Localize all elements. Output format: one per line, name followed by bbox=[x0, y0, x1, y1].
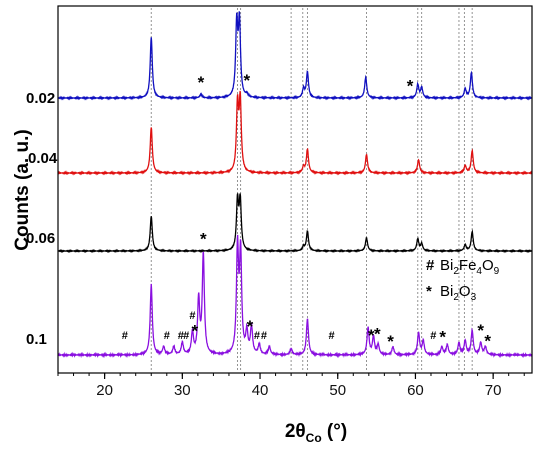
x-axis-label-subscript: Co bbox=[306, 431, 322, 445]
axes: 20 30 40 50 60 70 bbox=[57, 5, 533, 399]
x-axis-label-unit: (°) bbox=[322, 421, 348, 442]
impurity-marker-2-7: * bbox=[477, 321, 484, 340]
impurity-marker-1-0: # bbox=[122, 330, 128, 342]
series-label-0-06: 0.06 bbox=[26, 230, 55, 247]
impurity-marker-0-2: * bbox=[407, 77, 414, 96]
x-tick-label-30: 30 bbox=[174, 382, 191, 399]
legend-label-0: Bi2Fe4O9 bbox=[440, 257, 500, 277]
legend-label-part: 9 bbox=[494, 266, 500, 277]
x-tick-label-20: 20 bbox=[96, 382, 113, 399]
legend-label-part: O bbox=[482, 257, 494, 274]
reference-lines bbox=[150, 8, 473, 371]
impurity-marker-2-5: * bbox=[387, 332, 394, 351]
impurity-markers: * * *# # # ### # # #*** * * * * ** bbox=[122, 71, 492, 351]
impurity-marker-2-6: * bbox=[439, 327, 446, 346]
impurity-marker-2-0: * bbox=[191, 322, 198, 341]
series-trace-0-02 bbox=[57, 11, 533, 101]
impurity-marker-0-0: * bbox=[198, 73, 205, 92]
series-trace-0-04 bbox=[57, 90, 533, 176]
impurity-marker-1-6: # bbox=[261, 330, 267, 342]
x-tick-label-40: 40 bbox=[252, 382, 269, 399]
impurity-marker-0-1: * bbox=[244, 71, 251, 90]
impurity-marker-2-1: * bbox=[200, 230, 207, 249]
impurity-marker-1-3: # bbox=[183, 330, 189, 342]
legend-label-part: 4 bbox=[476, 266, 482, 277]
x-tick-label-50: 50 bbox=[329, 382, 346, 399]
legend-symbol-1: * bbox=[426, 283, 432, 300]
impurity-marker-2-4: * bbox=[374, 325, 381, 344]
series-labels: 0.02 0.04 0.06 0.1 bbox=[26, 90, 58, 348]
impurity-marker-1-7: # bbox=[328, 330, 334, 342]
impurity-marker-1-5: # bbox=[254, 330, 260, 342]
impurity-marker-1-8: # bbox=[430, 330, 436, 342]
legend-label-part: 2 bbox=[453, 266, 459, 277]
impurity-marker-2-2: * bbox=[247, 317, 254, 336]
impurity-marker-1-2: # bbox=[178, 330, 184, 342]
series-trace-0-06 bbox=[57, 193, 533, 254]
legend-label-part: 3 bbox=[471, 292, 477, 303]
impurity-marker-2-3: * bbox=[368, 326, 375, 345]
series-label-0-02: 0.02 bbox=[26, 90, 55, 107]
legend-label-1: Bi2O3 bbox=[440, 283, 477, 303]
legend-symbol-0: # bbox=[426, 257, 435, 274]
x-tick-label-70: 70 bbox=[485, 382, 502, 399]
series-label-0-1: 0.1 bbox=[26, 331, 47, 348]
series-traces bbox=[57, 11, 533, 359]
plot-frame bbox=[57, 5, 533, 374]
impurity-marker-1-4: # bbox=[189, 310, 195, 322]
legend: # Bi2Fe4O9* Bi2O3 bbox=[426, 257, 500, 303]
x-axis-label-main: 2θ bbox=[285, 421, 306, 442]
legend-label-part: Bi bbox=[440, 257, 453, 274]
y-axis-label: Counts (a. u.) bbox=[12, 129, 33, 250]
x-axis-label: 2θCo (°) bbox=[285, 421, 347, 445]
legend-label-part: Fe bbox=[459, 257, 477, 274]
impurity-marker-1-1: # bbox=[164, 330, 170, 342]
legend-label-part: 2 bbox=[453, 292, 459, 303]
series-trace-0-1 bbox=[57, 234, 533, 359]
x-tick-label-60: 60 bbox=[407, 382, 424, 399]
series-label-0-04: 0.04 bbox=[28, 150, 58, 167]
legend-label-part: Bi bbox=[440, 283, 453, 300]
legend-label-part: O bbox=[459, 283, 471, 300]
impurity-marker-2-8: * bbox=[484, 332, 491, 351]
